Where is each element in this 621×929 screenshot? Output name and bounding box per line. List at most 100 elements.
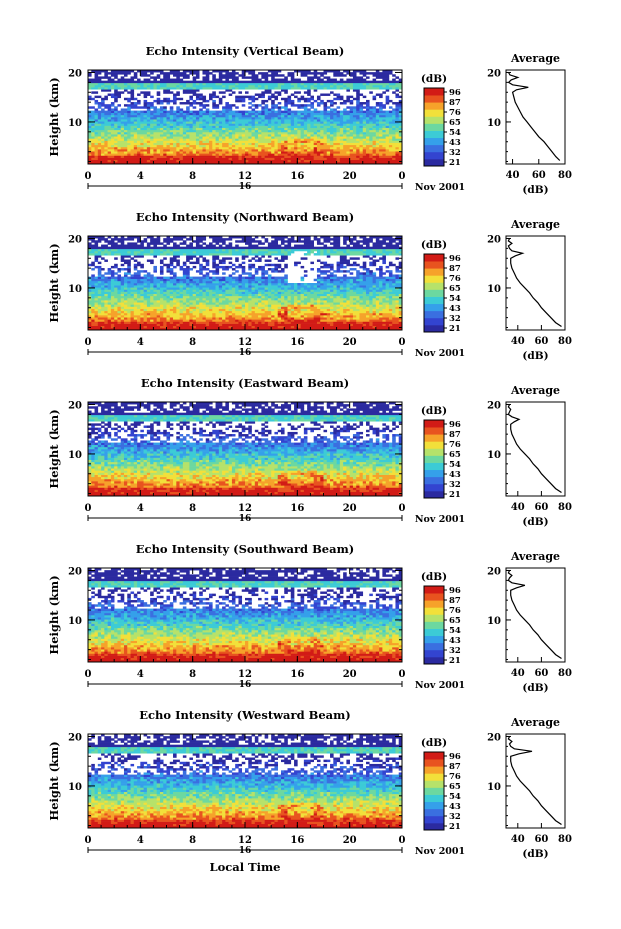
colorbar-step: [424, 607, 444, 615]
average-y-tick-label: 20: [487, 566, 501, 577]
average-x-tick-label: 40: [511, 336, 525, 347]
average-x-label: (dB): [522, 184, 548, 196]
colorbar-step: [424, 593, 444, 601]
colorbar-frame: [423, 585, 445, 665]
echo-intensity-heatmap: [88, 70, 403, 165]
colorbar-tick-label: 87: [449, 98, 461, 108]
y-axis-label: Height (km): [47, 741, 61, 820]
colorbar-tick-label: 65: [449, 118, 461, 128]
colorbar-step: [424, 282, 444, 290]
colorbar-tick-label: 32: [449, 480, 461, 490]
average-y-tick-label: 20: [487, 68, 501, 79]
colorbar-tick-label: 54: [449, 128, 461, 138]
colorbar-tick-label: 21: [449, 656, 461, 666]
colorbar-step: [424, 773, 444, 781]
average-title: Average: [510, 550, 560, 563]
colorbar-step: [424, 95, 444, 103]
panel-title: Echo Intensity (Northward Beam): [136, 210, 354, 224]
colorbar-step: [424, 766, 444, 774]
average-frame: [505, 69, 566, 165]
x-tick-label: 8: [189, 835, 196, 846]
colorbar-step: [424, 130, 444, 139]
x-tick-label: 0: [85, 835, 92, 846]
colorbar-tick-label: 76: [449, 772, 461, 782]
colorbar-step: [424, 490, 444, 499]
colorbar-tick-label: 43: [449, 470, 461, 480]
colorbar-step: [424, 462, 444, 471]
x-tick-label: 4: [137, 669, 144, 680]
panel-title: Echo Intensity (Southward Beam): [136, 542, 354, 556]
colorbar-step: [424, 455, 444, 463]
average-title: Average: [510, 52, 560, 65]
average-y-tick-label: 20: [487, 732, 501, 743]
colorbar-step: [424, 144, 444, 153]
colorbar-tick-label: 96: [449, 88, 461, 98]
panel-title: Echo Intensity (Eastward Beam): [141, 376, 349, 390]
y-tick-label: 20: [68, 68, 82, 79]
colorbar-tick-label: 65: [449, 284, 461, 294]
average-x-tick-label: 60: [532, 170, 546, 181]
colorbar-tick-label: 87: [449, 762, 461, 772]
colorbar-step: [424, 102, 444, 110]
y-tick-label: 10: [68, 616, 82, 627]
colorbar-step: [424, 621, 444, 629]
colorbar-tick-label: 65: [449, 616, 461, 626]
average-y-tick-label: 10: [487, 118, 501, 129]
colorbar-tick-label: 21: [449, 490, 461, 500]
echo-intensity-heatmap: [88, 402, 403, 497]
x-tick-label: 8: [189, 503, 196, 514]
x-tick-label: 0: [399, 337, 406, 348]
colorbar-tick-label: 54: [449, 626, 461, 636]
colorbar-step: [424, 822, 444, 831]
x-tick-label: 0: [399, 171, 406, 182]
colorbar-step: [424, 441, 444, 449]
x-tick-label: 0: [399, 503, 406, 514]
x-tick-label: 0: [399, 669, 406, 680]
colorbar-step: [424, 123, 444, 131]
colorbar-step: [424, 275, 444, 283]
x-tick-label: 4: [137, 337, 144, 348]
colorbar-frame: [423, 253, 445, 333]
x-tick-label: 4: [137, 503, 144, 514]
average-title: Average: [510, 384, 560, 397]
x-tick-label: 20: [343, 835, 357, 846]
y-tick-label: 10: [68, 450, 82, 461]
y-axis-label: Height (km): [47, 77, 61, 156]
colorbar-step: [424, 628, 444, 637]
date-label: Nov 2001: [415, 348, 465, 359]
colorbar-tick-label: 65: [449, 782, 461, 792]
colorbar-step: [424, 427, 444, 435]
echo-intensity-heatmap: [88, 236, 403, 331]
colorbar-step: [424, 137, 444, 146]
average-x-tick-label: 80: [558, 668, 572, 679]
x-tick-label: 12: [238, 171, 252, 182]
x-tick-label: 20: [343, 669, 357, 680]
colorbar-step: [424, 586, 444, 594]
colorbar-tick-label: 96: [449, 420, 461, 430]
colorbar-step: [424, 483, 444, 492]
colorbar-tick-label: 21: [449, 158, 461, 168]
panel-5: Echo Intensity (Westward Beam) 20 10 Height…: [47, 708, 572, 860]
colorbar-step: [424, 759, 444, 767]
x-tick-label: 20: [343, 503, 357, 514]
colorbar-tick-label: 96: [449, 586, 461, 596]
average-title: Average: [510, 716, 560, 729]
colorbar-tick-label: 54: [449, 294, 461, 304]
colorbar-tick-label: 87: [449, 264, 461, 274]
colorbar-step: [424, 635, 444, 644]
average-x-tick-label: 80: [558, 170, 572, 181]
colorbar-tick-label: 21: [449, 324, 461, 334]
x-tick-label: 16: [290, 669, 304, 680]
average-frame: [505, 733, 566, 829]
colorbar-tick-label: 43: [449, 636, 461, 646]
y-tick-label: 10: [68, 118, 82, 129]
colorbar-step: [424, 116, 444, 124]
x-tick-label: 16: [290, 835, 304, 846]
colorbar-step: [424, 448, 444, 456]
x-tick-label: 0: [399, 835, 406, 846]
x-tick-label: 8: [189, 669, 196, 680]
colorbar-step: [424, 254, 444, 262]
